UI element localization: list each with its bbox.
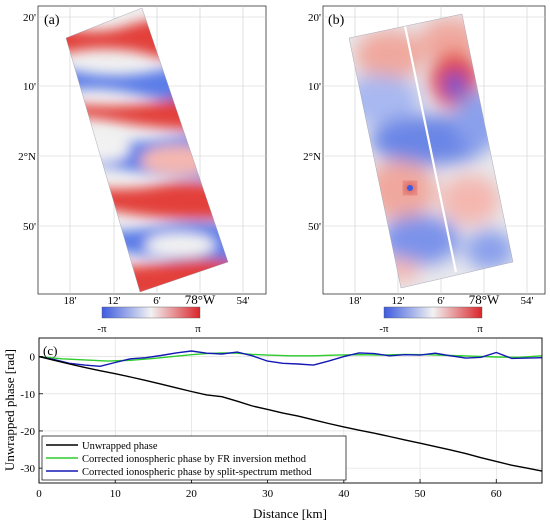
map-b-lat-ticks: 20' 10' 2°N 50' bbox=[303, 12, 321, 233]
lat-tick: 2°N bbox=[303, 151, 321, 163]
lon-tick: 6' bbox=[437, 295, 445, 307]
y-tick-label: -20 bbox=[20, 426, 35, 438]
y-tick-label: -10 bbox=[20, 389, 35, 401]
legend-box bbox=[41, 435, 347, 481]
chart-series-group bbox=[38, 350, 543, 472]
colorbar-b-max: π bbox=[477, 323, 483, 335]
map-b-footprint bbox=[348, 13, 514, 289]
colorbar-b-min: -π bbox=[379, 323, 389, 335]
lon-tick: 54' bbox=[237, 295, 250, 307]
x-tick-label: 10 bbox=[110, 488, 122, 500]
x-tick-label: 50 bbox=[415, 488, 427, 500]
lat-tick: 20' bbox=[308, 12, 321, 24]
lat-tick: 10' bbox=[23, 81, 36, 93]
panel-label-b: (b) bbox=[328, 13, 345, 28]
x-axis-label: Distance [km] bbox=[253, 506, 327, 521]
lat-tick: 50' bbox=[308, 221, 321, 233]
chart-legend: Unwrapped phase Corrected ionospheric ph… bbox=[41, 435, 347, 481]
panel-label-a: (a) bbox=[44, 13, 60, 28]
legend-label-split: Corrected ionospheric phase by split-spe… bbox=[82, 467, 312, 478]
series-line-fr-inversion bbox=[38, 352, 543, 362]
lat-tick: 50' bbox=[23, 221, 36, 233]
series-line-unwrapped bbox=[38, 355, 543, 472]
map-b-lon-ticks: 18' 12' 6' 78°W 54' bbox=[349, 292, 534, 307]
legend-label-fr: Corrected ionospheric phase by FR invers… bbox=[82, 454, 307, 465]
y-tick-label: 0 bbox=[30, 352, 36, 364]
x-tick-label: 60 bbox=[491, 488, 503, 500]
lat-tick: 20' bbox=[23, 12, 36, 24]
profile-line bbox=[403, 25, 458, 273]
lon-tick: 18' bbox=[349, 295, 362, 307]
colorbar-a bbox=[101, 306, 201, 319]
panel-label-c: (c) bbox=[43, 343, 57, 358]
map-panel-a: (a) 20' 10' 2°N 50' 18' 12' 6' 78°W 54' … bbox=[18, 5, 267, 335]
map-a-footprint bbox=[65, 7, 229, 293]
chart-plot-frame bbox=[38, 337, 543, 484]
y-tick-label: -30 bbox=[20, 463, 35, 475]
lon-tick: 12' bbox=[392, 295, 405, 307]
lat-tick: 10' bbox=[308, 81, 321, 93]
map-a-lat-ticks: 20' 10' 2°N 50' bbox=[18, 12, 36, 233]
x-tick-label: 20 bbox=[186, 488, 198, 500]
colorbar-a-min: -π bbox=[97, 323, 107, 335]
x-axis-ticks: 0 10 20 30 40 50 60 bbox=[36, 479, 502, 500]
lon-tick: 6' bbox=[153, 295, 161, 307]
lon-tick: 12' bbox=[108, 295, 121, 307]
y-axis-ticks: 0 -10 -20 -30 bbox=[20, 352, 43, 475]
lon-tick: 54' bbox=[521, 295, 534, 307]
lon-tick: 78°W bbox=[469, 292, 500, 307]
y-axis-label: Unwrapped phase [rad] bbox=[2, 349, 17, 471]
colorbar-b bbox=[383, 306, 483, 319]
lat-tick: 2°N bbox=[18, 151, 36, 163]
x-tick-label: 30 bbox=[262, 488, 274, 500]
x-tick-label: 0 bbox=[36, 488, 42, 500]
series-line-split-spectrum bbox=[38, 350, 543, 367]
map-a-lon-ticks: 18' 12' 6' 78°W 54' bbox=[64, 292, 250, 307]
colorbar-a-max: π bbox=[195, 323, 201, 335]
lon-tick: 78°W bbox=[185, 292, 216, 307]
lon-tick: 18' bbox=[64, 295, 77, 307]
x-tick-label: 40 bbox=[338, 488, 350, 500]
legend-label-unwrapped: Unwrapped phase bbox=[82, 441, 158, 452]
map-panel-b: (b) 20' 10' 2°N 50' 18' 12' 6' 78°W 54' … bbox=[303, 5, 546, 335]
line-chart-c: 0 10 20 30 40 50 60 0 -10 -20 -30 (c) Distance [k… bbox=[2, 337, 543, 521]
